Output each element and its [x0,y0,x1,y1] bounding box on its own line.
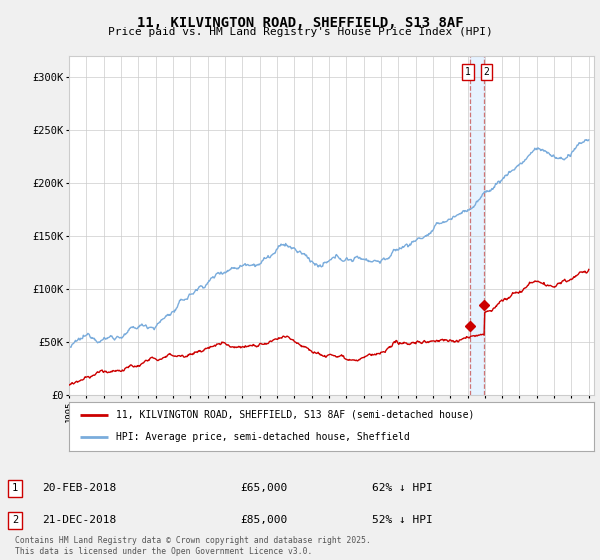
Text: 21-DEC-2018: 21-DEC-2018 [42,515,116,525]
Text: 2: 2 [12,515,18,525]
Text: 2: 2 [484,67,490,77]
Bar [470,56,484,395]
Text: Price paid vs. HM Land Registry's House Price Index (HPI): Price paid vs. HM Land Registry's House … [107,27,493,37]
Text: 1: 1 [465,67,470,77]
Text: Contains HM Land Registry data © Crown copyright and database right 2025.
This d: Contains HM Land Registry data © Crown c… [15,536,371,556]
Text: £65,000: £65,000 [240,483,287,493]
Text: 20-FEB-2018: 20-FEB-2018 [42,483,116,493]
Text: 52% ↓ HPI: 52% ↓ HPI [372,515,433,525]
Text: 62% ↓ HPI: 62% ↓ HPI [372,483,433,493]
Text: 11, KILVINGTON ROAD, SHEFFIELD, S13 8AF (semi-detached house): 11, KILVINGTON ROAD, SHEFFIELD, S13 8AF … [116,410,475,420]
Text: HPI: Average price, semi-detached house, Sheffield: HPI: Average price, semi-detached house,… [116,432,410,442]
Text: 1: 1 [12,483,18,493]
Text: 11, KILVINGTON ROAD, SHEFFIELD, S13 8AF: 11, KILVINGTON ROAD, SHEFFIELD, S13 8AF [137,16,463,30]
Text: £85,000: £85,000 [240,515,287,525]
